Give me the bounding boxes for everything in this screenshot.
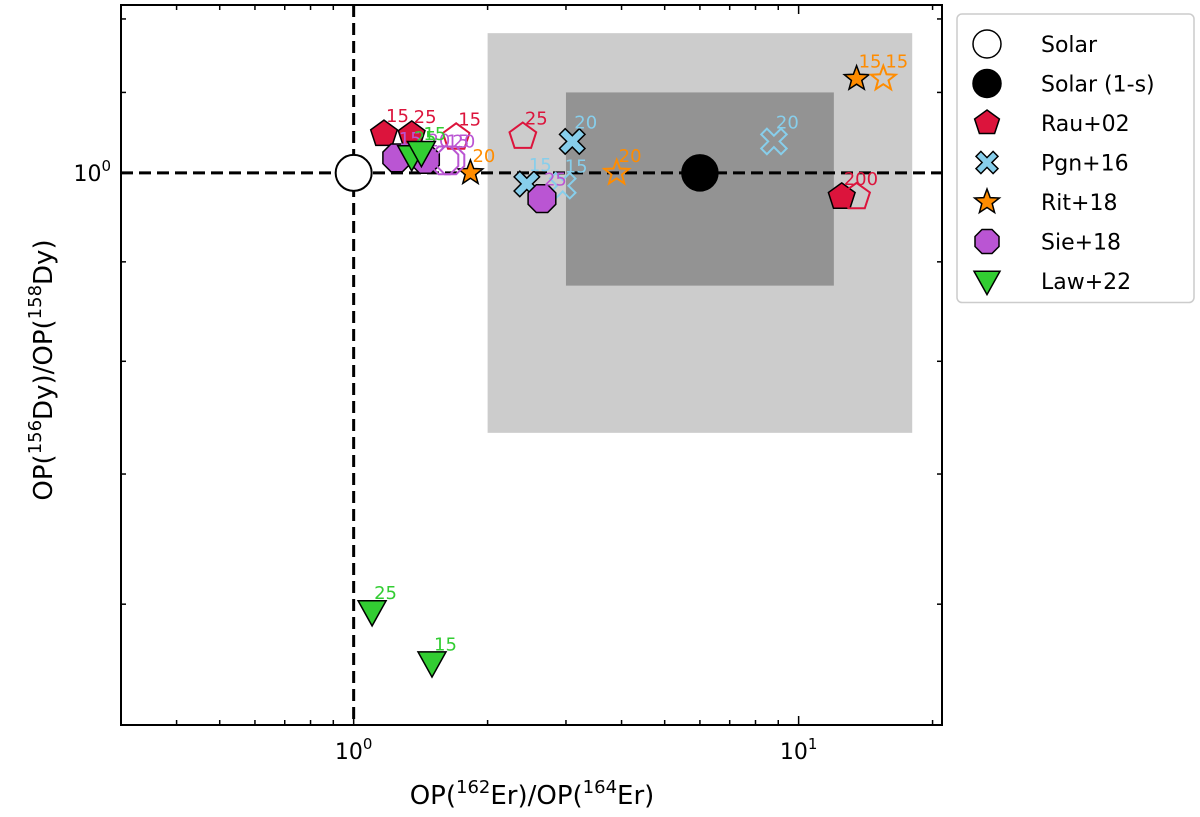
point-label: 15	[386, 106, 409, 127]
legend: Solar Solar (1-s) Rau+02 Pgn+16 Rit+18 Sie+18…	[956, 13, 1195, 304]
point-label: 15	[423, 124, 446, 145]
point-label: 25	[414, 107, 437, 128]
point-rit-18-1	[868, 62, 899, 92]
point-label: 25	[374, 583, 397, 604]
reference-lines	[121, 5, 942, 725]
legend-marker-solar	[972, 29, 1002, 59]
point-law-22-1	[416, 651, 448, 679]
point-label: 20	[776, 112, 799, 133]
point-rau-02-0	[369, 119, 399, 147]
legend-label: Law+22	[1041, 270, 1131, 295]
legend-label: Sie+18	[1041, 231, 1121, 256]
point-label: 15	[565, 157, 588, 178]
plot-border	[120, 4, 943, 726]
point-label: 20	[574, 112, 597, 133]
plot-frame	[120, 4, 943, 726]
point-label: 20	[472, 146, 495, 167]
point-label: 15	[434, 634, 457, 655]
legend-marker-rau-02	[973, 109, 1001, 135]
axis-ticks: 100 101 100	[73, 5, 942, 765]
point-label: 20	[452, 131, 475, 152]
x-axis-label: OP(162Er)/OP(164Er)	[410, 777, 655, 811]
point-label: 200	[844, 169, 878, 190]
point-law-22-3	[406, 140, 437, 169]
point-rau-02-5	[842, 181, 872, 210]
point-label: 20	[619, 146, 642, 167]
legend-marker-solar-1-s-	[972, 68, 1002, 99]
point-label: 25	[525, 109, 548, 130]
point-label: 15	[885, 52, 908, 73]
point-label: 25	[544, 170, 567, 191]
shaded-bands	[487, 33, 913, 433]
point-solar-1-s--0	[681, 154, 719, 192]
legend-label: Solar (1-s)	[1041, 73, 1155, 98]
point-pgn-16-0	[558, 127, 587, 156]
y-tick-label: 100	[73, 157, 111, 187]
point-sie-18-3	[435, 145, 466, 176]
legend-marker-sie-18	[974, 228, 1000, 255]
legend-label: Rau+02	[1041, 112, 1130, 137]
x-tick-label: 101	[780, 735, 818, 765]
x-tick-label: 100	[335, 735, 373, 765]
legend-label: Rit+18	[1041, 191, 1117, 216]
point-sie-18-4	[527, 183, 557, 214]
y-axis-label: OP(156Dy)/OP(158Dy)	[25, 239, 59, 500]
point-solar-0	[334, 153, 373, 192]
legend-label: Solar	[1041, 33, 1098, 58]
point-rit-18-3	[601, 157, 632, 186]
legend-box	[956, 13, 1195, 304]
point-label: 15	[859, 52, 882, 73]
legend-marker-rit-18	[972, 186, 1002, 215]
point-rau-02-2	[441, 122, 471, 150]
legend-label: Pgn+16	[1041, 152, 1129, 177]
point-label: 15	[458, 109, 481, 130]
point-label: 15	[529, 155, 552, 176]
point-law-22-0	[356, 599, 388, 628]
point-pgn-16-3	[759, 127, 789, 156]
point-rit-18-0	[842, 63, 872, 91]
legend-marker-law-22	[972, 270, 1002, 297]
point-rau-02-3	[508, 121, 538, 149]
legend-marker-pgn-16	[974, 150, 1000, 175]
